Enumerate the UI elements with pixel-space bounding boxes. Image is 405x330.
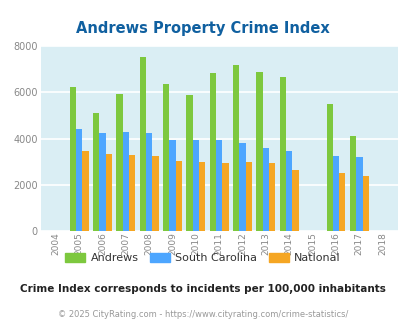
Bar <box>175 160 181 231</box>
Bar <box>326 104 332 231</box>
Bar <box>192 140 198 231</box>
Bar <box>169 140 175 231</box>
Bar <box>70 86 76 231</box>
Bar <box>239 143 245 231</box>
Bar <box>338 173 345 231</box>
Bar <box>76 129 82 231</box>
Text: Andrews Property Crime Index: Andrews Property Crime Index <box>76 21 329 36</box>
Bar <box>222 163 228 231</box>
Bar <box>232 65 239 231</box>
Bar <box>209 73 215 231</box>
Bar <box>122 132 129 231</box>
Bar <box>279 77 286 231</box>
Bar <box>355 157 362 231</box>
Bar <box>146 133 152 231</box>
Bar <box>292 170 298 231</box>
Bar <box>362 176 368 231</box>
Bar <box>215 140 222 231</box>
Text: Crime Index corresponds to incidents per 100,000 inhabitants: Crime Index corresponds to incidents per… <box>20 284 385 294</box>
Bar <box>152 156 158 231</box>
Bar <box>99 133 105 231</box>
Bar <box>116 94 122 231</box>
Bar <box>129 155 135 231</box>
Bar <box>139 56 146 231</box>
Legend: Andrews, South Carolina, National: Andrews, South Carolina, National <box>61 248 344 268</box>
Bar <box>93 113 99 231</box>
Bar <box>286 151 292 231</box>
Bar <box>82 151 88 231</box>
Bar <box>186 95 192 231</box>
Bar <box>262 148 269 231</box>
Bar <box>332 156 338 231</box>
Bar <box>349 136 355 231</box>
Text: © 2025 CityRating.com - https://www.cityrating.com/crime-statistics/: © 2025 CityRating.com - https://www.city… <box>58 311 347 319</box>
Bar <box>269 163 275 231</box>
Bar <box>163 84 169 231</box>
Bar <box>256 72 262 231</box>
Bar <box>245 162 252 231</box>
Bar <box>198 162 205 231</box>
Bar <box>105 154 112 231</box>
